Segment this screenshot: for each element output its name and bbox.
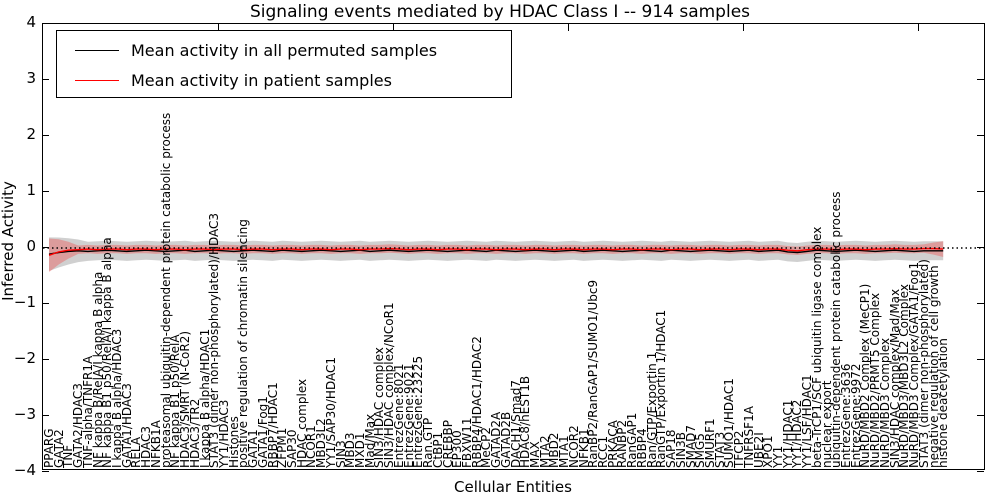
y-tick-mark (977, 191, 984, 193)
x-tick-mark (918, 24, 920, 31)
y-tick-mark (42, 415, 49, 417)
y-tick-mark (42, 191, 49, 193)
y-tick-mark (977, 359, 984, 361)
y-tick-mark (977, 247, 984, 249)
y-tick-mark (977, 79, 984, 81)
y-tick-label: −1 (13, 293, 36, 311)
y-tick-mark (42, 471, 49, 473)
y-tick-label: 1 (26, 181, 36, 199)
legend-label: Mean activity in all permuted samples (131, 40, 438, 60)
legend-line-sample (75, 49, 119, 51)
x-tick-mark (393, 24, 395, 31)
legend-line-sample (75, 79, 119, 81)
y-tick-label: 0 (26, 237, 36, 255)
legend-label: Mean activity in patient samples (131, 70, 392, 90)
legend: Mean activity in all permuted samples Mea… (56, 30, 512, 98)
y-tick-mark (977, 303, 984, 305)
y-tick-label: −2 (13, 349, 36, 367)
y-tick-mark (977, 415, 984, 417)
y-tick-label: −3 (13, 405, 36, 423)
y-tick-mark (42, 359, 49, 361)
patient-mean-line (48, 247, 944, 256)
y-tick-mark (977, 471, 984, 473)
legend-item: Mean activity in all permuted samples (57, 35, 511, 65)
x-tick-mark (568, 24, 570, 31)
chart-title: Signaling events mediated by HDAC Class … (249, 2, 751, 22)
y-tick-label: 4 (26, 13, 36, 31)
y-tick-mark (977, 135, 984, 137)
patient-band (49, 238, 944, 273)
y-tick-mark (42, 23, 49, 25)
legend-item: Mean activity in patient samples (57, 65, 511, 95)
series-canvas (43, 237, 984, 273)
y-tick-mark (977, 23, 984, 25)
x-tick-mark (743, 24, 745, 31)
y-tick-label: 2 (26, 125, 36, 143)
y-tick-mark (42, 79, 49, 81)
permuted-band (49, 237, 944, 271)
x-tick-mark (218, 24, 220, 31)
y-tick-mark (42, 135, 49, 137)
y-tick-mark (42, 303, 49, 305)
y-tick-mark (42, 247, 49, 249)
x-tick-label: histone deacetylation (936, 338, 951, 468)
y-tick-label: 3 (26, 69, 36, 87)
y-tick-label: −4 (13, 461, 36, 479)
x-axis-label: Cellular Entities (454, 478, 572, 496)
plot-area (42, 23, 985, 470)
